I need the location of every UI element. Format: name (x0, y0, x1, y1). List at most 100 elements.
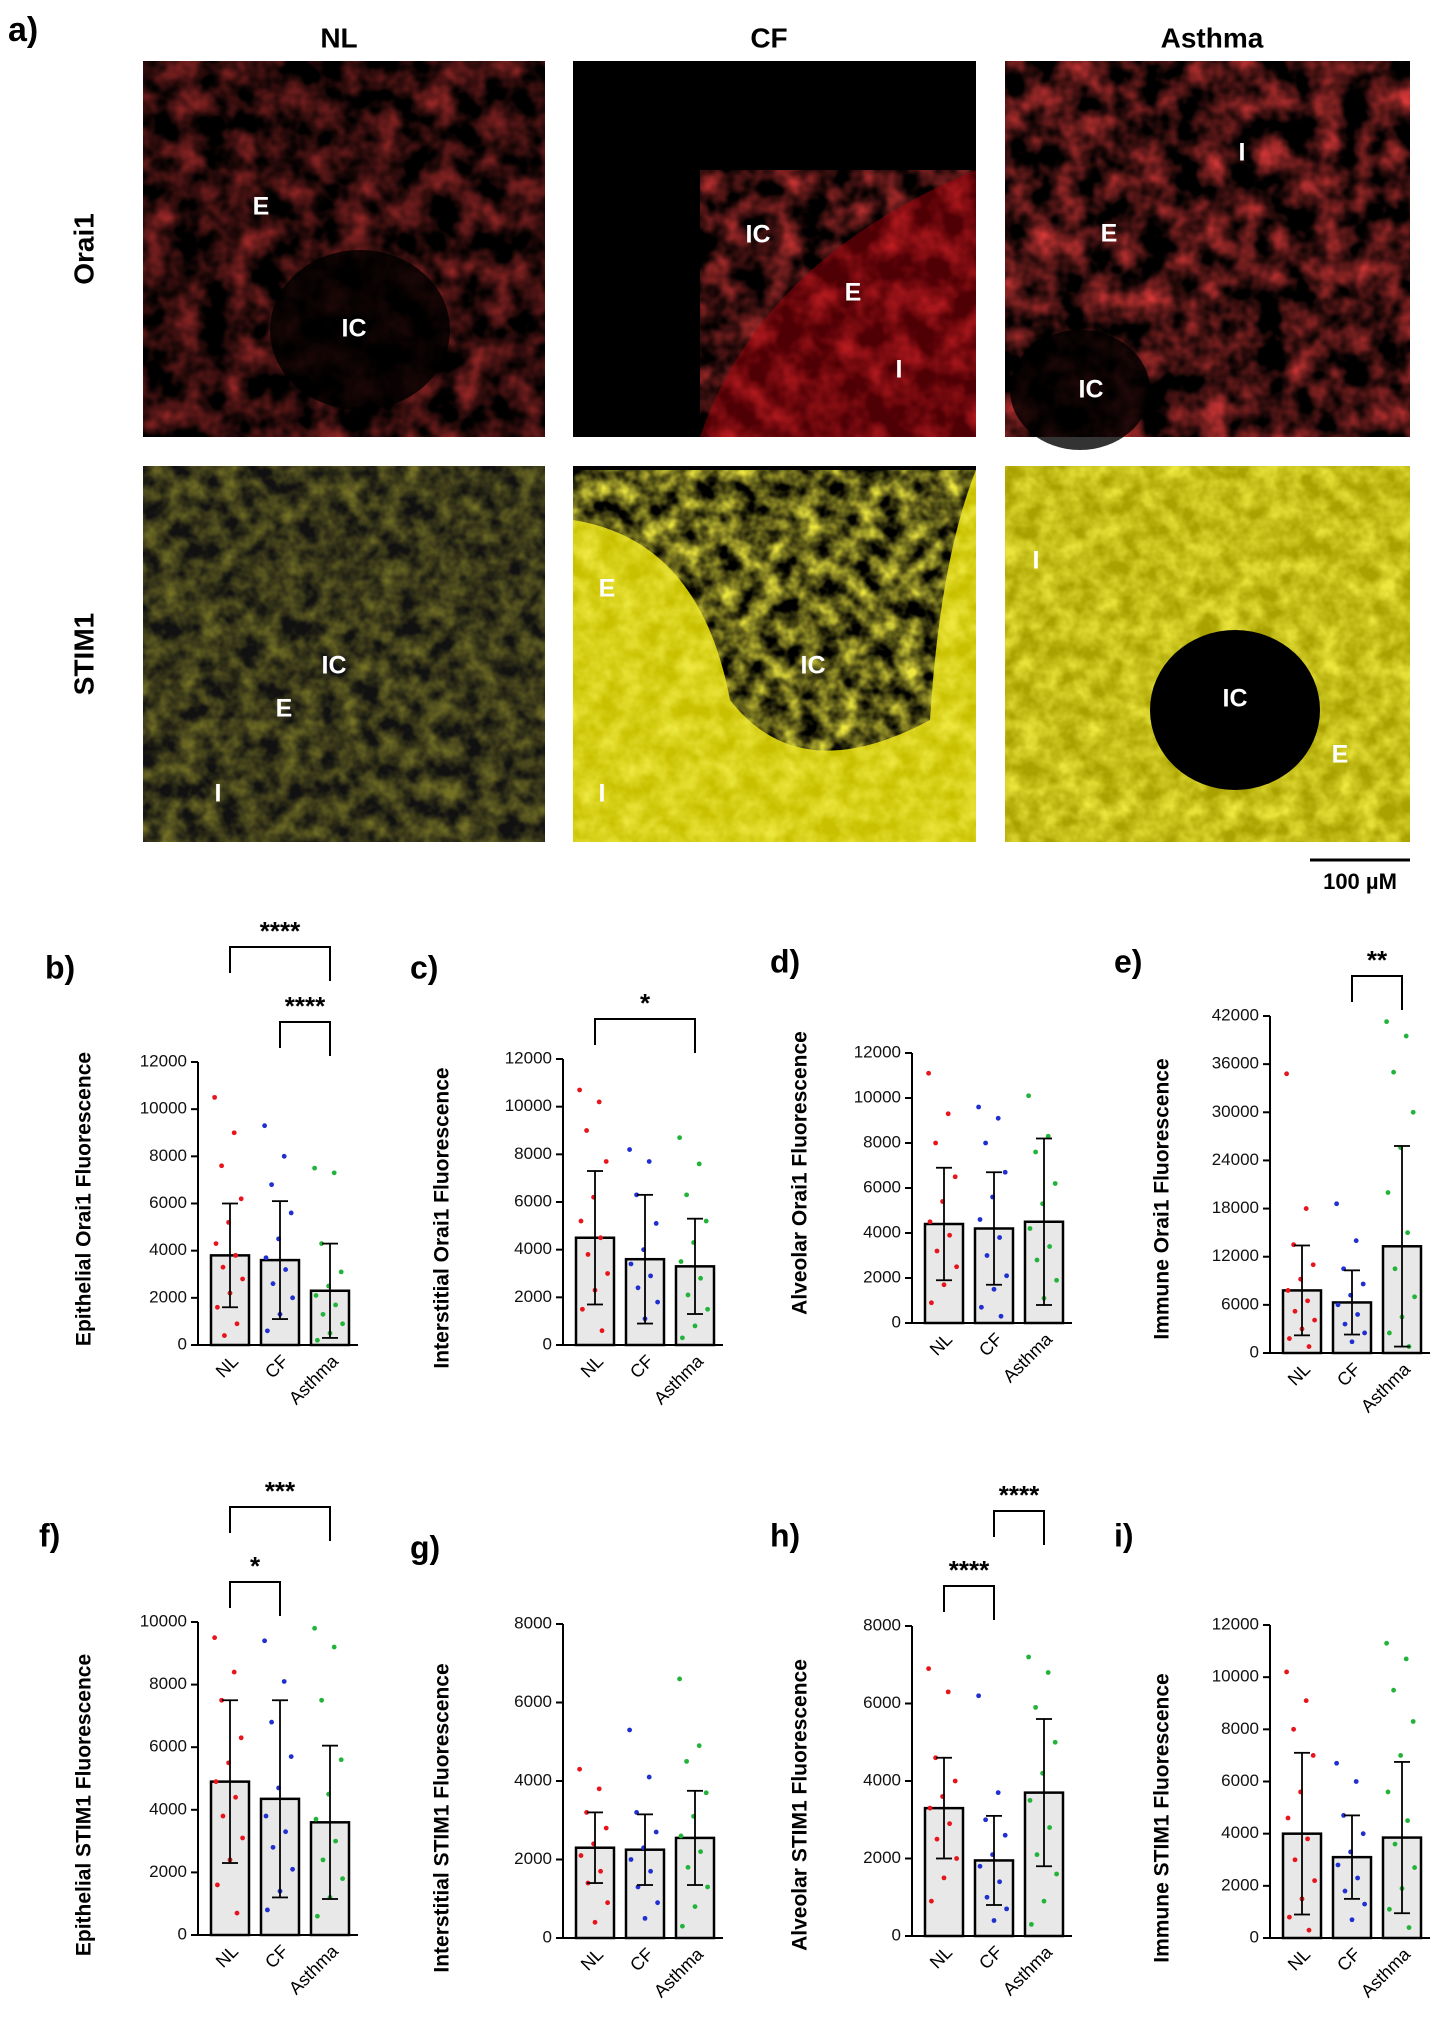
y-tick-label: 8000 (514, 1613, 552, 1632)
y-tick-label: 18000 (1212, 1198, 1259, 1217)
data-point (646, 1159, 652, 1164)
data-point (1284, 1071, 1289, 1077)
data-point (977, 1863, 983, 1869)
data-point (926, 1070, 931, 1076)
data-point (926, 1666, 931, 1672)
data-point (983, 1817, 988, 1823)
data-point (270, 1844, 276, 1850)
region-label: E (845, 279, 862, 307)
data-point (1041, 1898, 1047, 1904)
column-header: CF (750, 22, 787, 53)
data-point (927, 1805, 933, 1811)
data-point (219, 1697, 225, 1703)
data-point (584, 1128, 589, 1133)
data-point (1045, 1133, 1051, 1139)
y-tick-label: 12000 (505, 1048, 552, 1067)
region-label: I (599, 780, 606, 808)
data-point (696, 1161, 702, 1167)
panel-label: e) (1114, 943, 1142, 979)
data-point (585, 1252, 591, 1257)
data-point (281, 1679, 287, 1684)
data-point (1306, 1927, 1312, 1933)
panel-label: i) (1114, 1517, 1134, 1553)
bar-chart: g) Interstitial STIM1 Fluorescence 0 2000 40… (410, 1529, 723, 2001)
data-point (1391, 1687, 1396, 1693)
data-point (599, 1328, 605, 1334)
data-point (1362, 1901, 1367, 1907)
region-label: E (599, 575, 616, 603)
data-point (331, 1644, 337, 1650)
data-point (628, 1857, 634, 1862)
data-point (577, 1087, 582, 1093)
significance-label: * (640, 988, 651, 1018)
data-point (705, 1306, 710, 1312)
y-tick-label: 2000 (863, 1848, 901, 1867)
data-point (313, 1816, 319, 1822)
data-point (1303, 1698, 1309, 1704)
y-tick-label: 0 (178, 1334, 187, 1353)
data-point (1342, 1321, 1348, 1327)
scale-bar-label: 100 µM (1323, 869, 1397, 894)
data-point (703, 1218, 709, 1224)
data-point (1305, 1298, 1310, 1304)
data-point (1029, 1921, 1034, 1927)
data-point (1398, 1753, 1403, 1758)
data-point (1342, 1888, 1348, 1894)
data-point (592, 1919, 598, 1925)
tissue (700, 170, 976, 437)
y-tick-label: 12000 (1212, 1614, 1259, 1633)
significance-bracket (229, 1581, 281, 1616)
data-point (313, 1293, 319, 1298)
data-point (213, 1779, 219, 1785)
data-point (269, 1182, 274, 1188)
data-point (212, 1635, 218, 1641)
significance-bracket (1351, 975, 1403, 1010)
panel-label: a) (8, 11, 38, 49)
micrograph-texture (143, 466, 545, 842)
y-tick-label: 2000 (863, 1267, 901, 1286)
significance-bracket (943, 1585, 995, 1620)
significance-bracket (594, 1018, 696, 1053)
data-point (1349, 1917, 1355, 1923)
data-point (269, 1719, 274, 1725)
data-point (1284, 1669, 1289, 1675)
y-tick-label: 6000 (863, 1177, 901, 1196)
data-point (1303, 1206, 1309, 1211)
data-point (705, 1884, 710, 1890)
data-point (677, 1676, 682, 1682)
data-point (1310, 1753, 1316, 1758)
data-point (1052, 1181, 1058, 1186)
data-point (320, 1857, 326, 1863)
region-label: IC (342, 315, 367, 343)
data-point (1412, 1865, 1417, 1870)
data-point (648, 1868, 653, 1874)
panel-label: f) (39, 1517, 60, 1553)
data-point (945, 1689, 951, 1695)
data-point (1285, 1815, 1291, 1821)
data-point (692, 1323, 698, 1329)
y-tick-label: 6000 (149, 1737, 187, 1756)
region-label: I (215, 780, 222, 808)
data-point (984, 1253, 990, 1258)
lumen (1010, 330, 1150, 450)
data-point (991, 1918, 997, 1923)
data-point (312, 1625, 317, 1631)
data-point (262, 1638, 267, 1644)
data-point (338, 1757, 344, 1763)
data-point (653, 1221, 659, 1226)
y-tick-label: 2000 (149, 1862, 187, 1881)
y-tick-label: 42000 (1212, 1005, 1259, 1024)
data-point (234, 1321, 240, 1327)
data-point (1054, 1871, 1059, 1877)
region-label: IC (322, 652, 347, 680)
data-point (1034, 1257, 1040, 1263)
y-tick-label: 6000 (863, 1693, 901, 1712)
data-point (240, 1276, 246, 1282)
data-point (1392, 1841, 1398, 1847)
data-point (933, 1140, 938, 1146)
significance-bracket (229, 946, 331, 981)
data-point (995, 1790, 1001, 1796)
data-point (338, 1269, 344, 1275)
data-point (1353, 1779, 1359, 1784)
